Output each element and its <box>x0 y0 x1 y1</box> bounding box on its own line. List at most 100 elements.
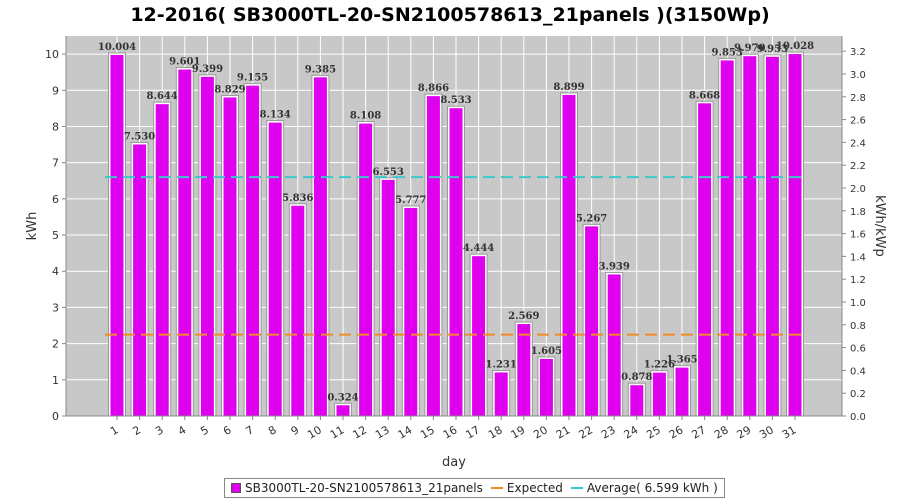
y2-tick-label: 1.8 <box>850 207 866 218</box>
data-label: 8.668 <box>689 90 720 101</box>
y2-tick-label: 2.2 <box>850 161 866 172</box>
data-label: 10.028 <box>776 41 814 52</box>
y2-tick-label: 1.4 <box>850 252 866 263</box>
data-label: 4.444 <box>463 243 494 254</box>
y-tick-label: 10 <box>45 48 59 61</box>
x-tick-label: 31 <box>780 423 799 441</box>
x-tick-label: 25 <box>644 423 663 441</box>
data-label: 9.953 <box>757 44 788 55</box>
bars <box>108 51 804 417</box>
data-label: 1.231 <box>486 359 517 370</box>
bar <box>246 85 260 416</box>
y2-tick-label: 0.6 <box>850 344 866 355</box>
bar <box>426 96 440 416</box>
y-tick-label: 8 <box>52 120 59 133</box>
y-tick-label: 0 <box>52 410 59 423</box>
y2-tick-label: 2.0 <box>850 184 866 195</box>
bar <box>765 56 779 416</box>
y-tick-label: 3 <box>52 301 59 314</box>
bar <box>178 69 192 416</box>
y2-tick-label: 2.4 <box>850 138 866 149</box>
x-tick-label: 27 <box>689 423 708 441</box>
x-tick-label: 4 <box>176 423 189 438</box>
x-tick-label: 2 <box>131 423 144 438</box>
bar <box>630 385 644 416</box>
data-label: 1.605 <box>531 346 562 357</box>
data-label: 8.108 <box>350 111 381 122</box>
x-tick-label: 23 <box>599 423 618 441</box>
bar <box>494 372 508 416</box>
data-label: 9.970 <box>734 43 765 54</box>
x-tick-label: 18 <box>486 423 505 441</box>
y2-tick-label: 0.2 <box>850 389 866 400</box>
legend-item-expected: Expected <box>490 481 563 495</box>
bar <box>788 54 802 416</box>
x-tick-label: 24 <box>622 423 641 441</box>
bar <box>291 205 305 416</box>
x-tick-label: 13 <box>373 423 392 441</box>
y2-tick-label: 0.0 <box>850 412 866 423</box>
x-tick-label: 3 <box>153 423 166 438</box>
data-label: 8.644 <box>147 91 178 102</box>
x-tick-label: 20 <box>531 423 550 441</box>
bar <box>675 367 689 416</box>
y2-tick-label: 3.2 <box>850 47 866 58</box>
legend-item-average: Average( 6.599 kWh ) <box>570 481 718 495</box>
bar <box>472 256 486 416</box>
data-label: 0.324 <box>327 392 358 403</box>
x-tick-label: 14 <box>396 423 415 441</box>
bar <box>562 94 576 416</box>
data-label: 8.899 <box>553 82 584 93</box>
x-tick-label: 17 <box>463 423 482 441</box>
legend: SB3000TL-20-SN2100578613_21panels Expect… <box>224 478 725 498</box>
data-label: 9.853 <box>712 47 743 58</box>
data-label: 6.553 <box>373 167 404 178</box>
data-label: 7.530 <box>124 131 155 142</box>
reference-lines <box>105 176 807 336</box>
bar <box>449 108 463 416</box>
legend-label-average: Average( 6.599 kWh ) <box>586 481 718 495</box>
data-label: 8.533 <box>440 95 471 106</box>
bar <box>110 54 124 417</box>
y-tick-label: 2 <box>52 338 59 351</box>
x-tick-label: 16 <box>441 423 460 441</box>
x-tick-label: 11 <box>328 423 347 441</box>
x-tick-label: 12 <box>350 423 369 441</box>
bar <box>359 123 373 416</box>
bar <box>652 372 666 416</box>
bar <box>200 76 214 417</box>
data-label: 1.365 <box>666 355 697 366</box>
data-label: 8.866 <box>418 83 449 94</box>
y2-tick-label: 1.6 <box>850 230 866 241</box>
bar <box>223 97 237 416</box>
x-tick-label: 29 <box>735 423 754 441</box>
y-tick-label: 1 <box>52 374 59 387</box>
y-tick-label: 7 <box>52 157 59 170</box>
y2-tick-label: 3.0 <box>850 70 866 81</box>
x-tick-label: 10 <box>305 423 324 441</box>
data-label: 0.878 <box>621 372 652 383</box>
data-label: 5.777 <box>395 195 426 206</box>
y-tick-label: 6 <box>52 193 59 206</box>
data-label: 5.836 <box>282 193 313 204</box>
bar <box>585 226 599 416</box>
y2-tick-label: 1.0 <box>850 298 866 309</box>
x-tick-label: 22 <box>576 423 595 441</box>
y-axis-label: kWh <box>25 212 40 241</box>
data-label: 3.939 <box>599 261 630 272</box>
x-tick-label: 6 <box>221 423 234 438</box>
bar <box>720 60 734 417</box>
data-label: 9.399 <box>192 64 223 75</box>
y2-tick-label: 2.8 <box>850 93 866 104</box>
bar <box>607 274 621 416</box>
x-tick-label: 7 <box>244 423 257 438</box>
bar <box>517 324 531 416</box>
legend-item-series: SB3000TL-20-SN2100578613_21panels <box>231 481 483 495</box>
y2-axis-label: kWh/kWp <box>872 195 887 257</box>
y2-tick-label: 0.8 <box>850 321 866 332</box>
bar <box>268 122 282 417</box>
data-label: 8.829 <box>214 84 245 95</box>
y-tick-label: 9 <box>52 84 59 97</box>
